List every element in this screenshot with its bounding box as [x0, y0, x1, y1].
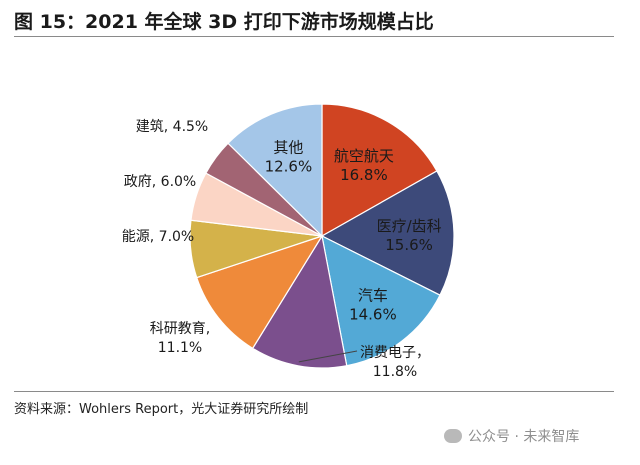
source-divider: [14, 391, 614, 392]
slice-label-3: 汽车 14.6%: [349, 286, 397, 323]
pie-slices: [189, 103, 455, 369]
pie-slice-2: [320, 170, 455, 296]
slice-label-7: 政府, 6.0%: [124, 174, 196, 190]
slice-label-5: 科研教育, 11.1%: [150, 321, 210, 356]
watermark: 公众号 · 未来智库: [444, 426, 579, 446]
slice-label-6: 能源, 7.0%: [122, 229, 194, 245]
pie-labels: 航空航天 16.8% 医疗/齿科 15.6% 汽车 14.6% 消费电子， 11.8% 科研教育…: [122, 119, 442, 380]
wechat-icon: [444, 429, 462, 443]
slice-label-9: 其他 12.6%: [265, 139, 313, 176]
watermark-text: 公众号 · 未来智库: [468, 429, 580, 445]
source-note: 资料来源：Wohlers Report，光大证券研究所绘制: [14, 402, 309, 417]
figure-title: 图 15：2021 年全球 3D 打印下游市场规模占比: [14, 11, 434, 33]
pie-chart: 航空航天 16.8% 医疗/齿科 15.6% 汽车 14.6% 消费电子， 11.8% 科研教育…: [122, 103, 455, 380]
pie-slice-4: [251, 234, 348, 369]
pie-slice-9: [227, 103, 323, 238]
pie-slice-1: [321, 103, 438, 238]
pie-slice-5: [195, 234, 324, 350]
leader-line-4: [298, 350, 358, 363]
slice-label-2: 医疗/齿科 15.6%: [377, 217, 442, 254]
slice-label-4: 消费电子， 11.8%: [360, 345, 430, 380]
pie-slice-3: [321, 234, 441, 367]
slice-label-1: 航空航天 16.8%: [334, 147, 394, 184]
slice-label-8: 建筑, 4.5%: [136, 119, 208, 135]
title-divider: [14, 36, 614, 37]
